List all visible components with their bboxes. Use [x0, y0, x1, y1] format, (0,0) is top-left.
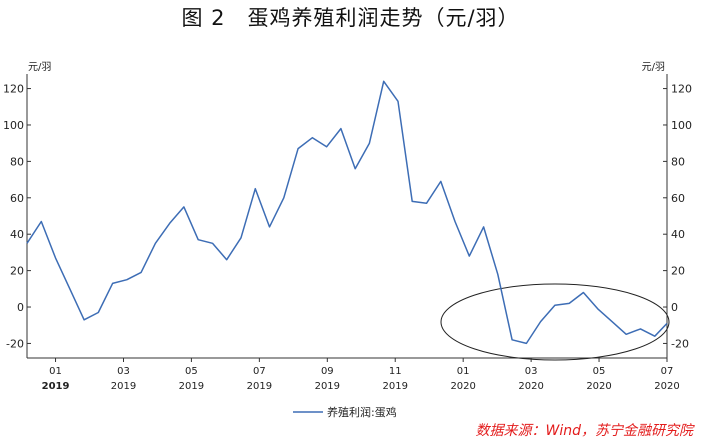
x-tick-label-month: 11 — [389, 366, 402, 377]
left-y-tick-label: -20 — [6, 337, 24, 350]
left-y-tick-label: 60 — [10, 192, 24, 205]
left-y-tick-label: 100 — [3, 119, 24, 132]
data-source-note: 数据来源：Wind，苏宁金融研究院 — [475, 423, 694, 439]
x-tick-label-year: 2019 — [42, 381, 70, 392]
x-tick-label-year: 2020 — [654, 381, 679, 392]
x-tick-label-month: 09 — [321, 366, 334, 377]
right-axis-unit: 元/羽 — [642, 61, 665, 73]
x-tick-label-month: 01 — [49, 366, 62, 377]
left-y-tick-label: 20 — [10, 265, 24, 278]
x-tick-label-year: 2019 — [179, 381, 204, 392]
x-tick-label-month: 05 — [593, 366, 606, 377]
x-tick-label-month: 03 — [117, 366, 130, 377]
left-axis-unit: 元/羽 — [28, 61, 51, 73]
x-tick-label-year: 2019 — [315, 381, 340, 392]
left-y-tick-label: 40 — [10, 228, 24, 241]
highlight-ellipse — [440, 283, 670, 361]
right-y-tick-label: 100 — [671, 119, 692, 132]
x-tick-label-month: 07 — [661, 366, 674, 377]
figure-title: 图 2 蛋鸡养殖利润走势（元/羽） — [181, 6, 520, 30]
right-y-tick-label: 20 — [671, 265, 685, 278]
right-y-tick-label: -20 — [671, 337, 689, 350]
x-tick-label-month: 07 — [253, 366, 266, 377]
right-y-tick-label: 60 — [671, 192, 685, 205]
x-tick-label-year: 2020 — [586, 381, 611, 392]
x-tick-label-year: 2020 — [450, 381, 475, 392]
x-tick-label-year: 2019 — [111, 381, 136, 392]
x-tick-label-month: 01 — [457, 366, 470, 377]
x-tick-label-month: 03 — [525, 366, 538, 377]
right-y-tick-label: 120 — [671, 83, 692, 96]
right-y-tick-label: 0 — [671, 301, 678, 314]
right-y-tick-label: 40 — [671, 228, 685, 241]
left-y-tick-label: 120 — [3, 83, 24, 96]
series-line-egg-chicken-profit — [26, 80, 668, 345]
x-tick-label-year: 2019 — [247, 381, 272, 392]
legend-label: 养殖利润:蛋鸡 — [327, 405, 397, 419]
left-y-tick-label: 0 — [17, 301, 24, 314]
x-tick-label-month: 05 — [185, 366, 198, 377]
left-y-tick-label: 80 — [10, 155, 24, 168]
x-tick-label-year: 2020 — [518, 381, 543, 392]
right-y-tick-label: 80 — [671, 155, 685, 168]
x-tick-label-year: 2019 — [382, 381, 407, 392]
